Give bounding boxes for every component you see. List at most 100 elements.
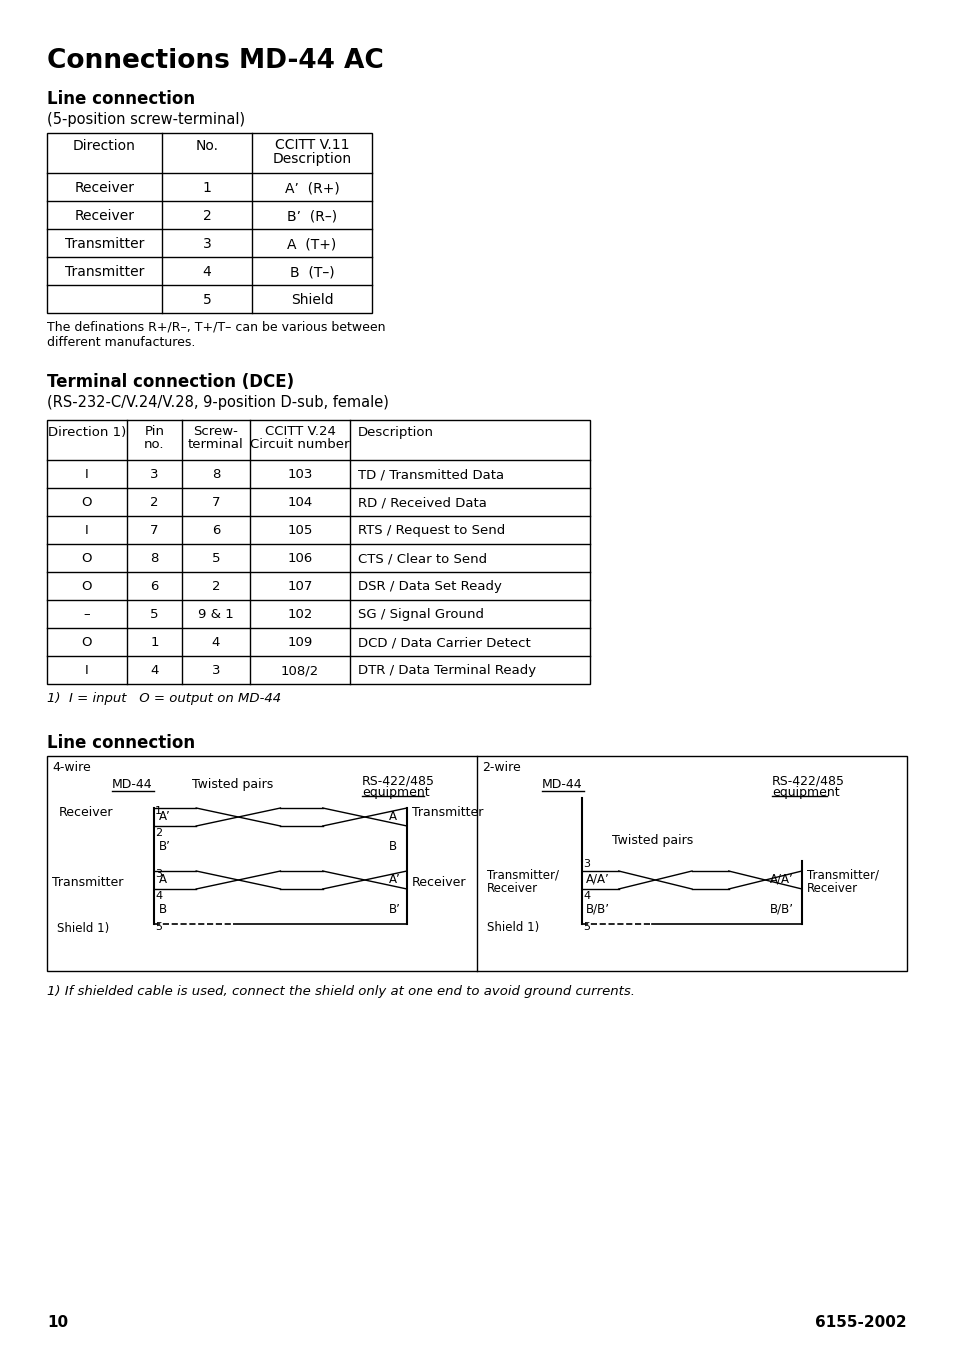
Text: 2: 2 [202,209,212,223]
Text: 4: 4 [154,892,162,901]
Text: B: B [159,902,167,916]
Text: Receiver: Receiver [74,209,134,223]
Text: Receiver: Receiver [74,181,134,195]
Text: Shield 1): Shield 1) [57,921,110,935]
Text: Shield 1): Shield 1) [486,921,538,934]
Text: Transmitter: Transmitter [52,875,123,889]
Text: 3: 3 [202,236,212,251]
Text: 4-wire: 4-wire [52,761,91,774]
Text: 6155-2002: 6155-2002 [815,1315,906,1329]
Text: DTR / Data Terminal Ready: DTR / Data Terminal Ready [357,663,536,677]
Text: I: I [85,467,89,481]
Text: Transmitter: Transmitter [65,236,144,251]
Text: 5: 5 [150,608,158,621]
Text: 2: 2 [154,828,162,838]
Text: I: I [85,663,89,677]
Text: 4: 4 [202,265,212,280]
Text: A/A’: A/A’ [585,873,609,886]
Text: 1)  I = input   O = output on MD-44: 1) I = input O = output on MD-44 [47,692,281,705]
Text: Direction 1): Direction 1) [48,426,126,439]
Text: 105: 105 [287,524,313,536]
Text: Twisted pairs: Twisted pairs [612,834,693,847]
Text: 1: 1 [202,181,212,195]
Text: A: A [159,873,167,886]
Text: 6: 6 [151,580,158,593]
Text: Terminal connection (DCE): Terminal connection (DCE) [47,373,294,390]
Text: 9 & 1: 9 & 1 [198,608,233,621]
Text: Transmitter: Transmitter [65,265,144,280]
Text: Transmitter/: Transmitter/ [486,869,558,882]
Text: TD / Transmitted Data: TD / Transmitted Data [357,467,503,481]
Text: 6: 6 [212,524,220,536]
Text: RS-422/485: RS-422/485 [771,774,844,788]
Text: B  (T–): B (T–) [290,265,334,280]
Text: Shield: Shield [291,293,333,307]
Text: 2-wire: 2-wire [481,761,520,774]
Text: terminal: terminal [188,438,244,451]
Text: Description: Description [357,426,434,439]
Bar [47,757,906,971]
Text: O: O [82,496,92,509]
Text: DSR / Data Set Ready: DSR / Data Set Ready [357,580,501,593]
Text: B’  (R–): B’ (R–) [287,209,336,223]
Text: 4: 4 [151,663,158,677]
Text: 8: 8 [151,553,158,565]
Text: O: O [82,580,92,593]
Text: Transmitter: Transmitter [412,807,483,819]
Text: 1: 1 [154,807,162,816]
Text: Pin: Pin [144,426,164,438]
Text: B/B’: B/B’ [769,902,793,915]
Text: RTS / Request to Send: RTS / Request to Send [357,524,505,536]
Text: 107: 107 [287,580,313,593]
Text: (RS-232-C/V.24/V.28, 9-position D-sub, female): (RS-232-C/V.24/V.28, 9-position D-sub, f… [47,394,389,409]
Text: 108/2: 108/2 [280,663,319,677]
Text: DCD / Data Carrier Detect: DCD / Data Carrier Detect [357,636,530,648]
Text: 10: 10 [47,1315,68,1329]
Text: Line connection: Line connection [47,91,195,108]
Text: no.: no. [144,438,165,451]
Text: 5: 5 [582,921,589,932]
Text: Description: Description [273,153,352,166]
Text: No.: No. [195,139,218,153]
Text: 5: 5 [212,553,220,565]
Text: 3: 3 [582,859,589,869]
Text: CTS / Clear to Send: CTS / Clear to Send [357,553,487,565]
Text: O: O [82,636,92,648]
Text: Circuit number: Circuit number [250,438,350,451]
Text: CCITT V.11: CCITT V.11 [274,138,349,153]
Text: B/B’: B/B’ [585,902,609,915]
Text: Receiver: Receiver [806,882,858,894]
Text: Screw-: Screw- [193,426,238,438]
Text: Line connection: Line connection [47,734,195,753]
Text: 3: 3 [154,869,162,880]
Text: B: B [389,840,396,852]
Text: 103: 103 [287,467,313,481]
Text: A’: A’ [159,811,171,823]
Text: The definations R+/R–, T+/T– can be various between
different manufactures.: The definations R+/R–, T+/T– can be vari… [47,322,385,349]
Text: A  (T+): A (T+) [287,236,336,251]
Bar [47,420,589,684]
Text: Twisted pairs: Twisted pairs [192,778,273,790]
Text: Transmitter/: Transmitter/ [806,869,878,882]
Text: 3: 3 [150,467,158,481]
Text: 3: 3 [212,663,220,677]
Text: 109: 109 [287,636,313,648]
Text: 7: 7 [150,524,158,536]
Text: A’  (R+): A’ (R+) [284,181,339,195]
Text: Receiver: Receiver [486,882,537,894]
Text: 1) If shielded cable is used, connect the shield only at one end to avoid ground: 1) If shielded cable is used, connect th… [47,985,635,998]
Text: 7: 7 [212,496,220,509]
Text: equipment: equipment [771,786,839,798]
Text: CCITT V.24: CCITT V.24 [264,426,335,438]
Text: (5-position screw-terminal): (5-position screw-terminal) [47,112,245,127]
Text: –: – [84,608,91,621]
Text: 4: 4 [582,892,590,901]
Text: SG / Signal Ground: SG / Signal Ground [357,608,483,621]
Text: 8: 8 [212,467,220,481]
Text: A: A [389,811,396,823]
Text: MD-44: MD-44 [112,778,152,790]
Text: 104: 104 [287,496,313,509]
Text: 2: 2 [150,496,158,509]
Text: 5: 5 [154,921,162,932]
Text: 4: 4 [212,636,220,648]
